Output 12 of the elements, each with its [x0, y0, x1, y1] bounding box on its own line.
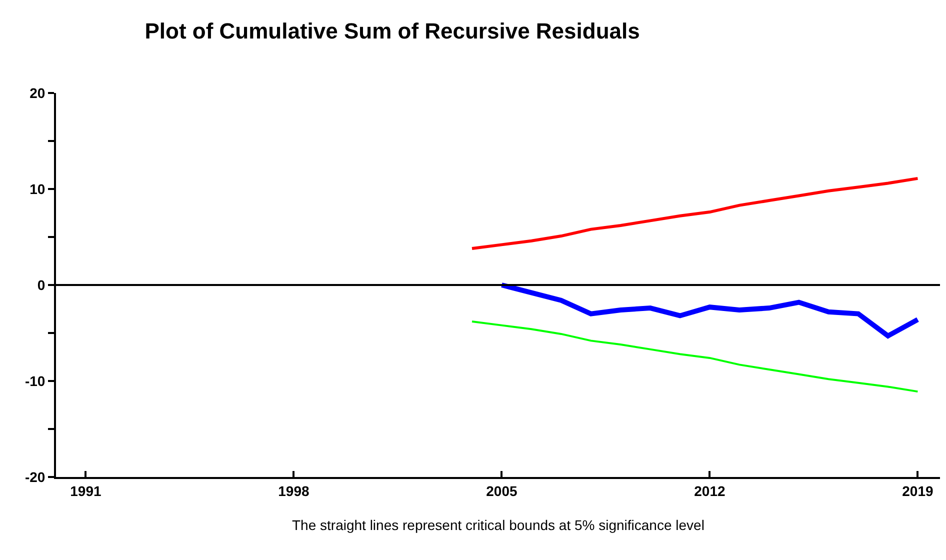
x-tick-label: 2019 [902, 482, 934, 499]
y-tick-label: -10 [24, 372, 46, 389]
text: The straight lines represent critical bounds at 5% significance level [292, 517, 704, 533]
y-tick-label: 10 [30, 180, 46, 197]
x-tick-label: 2005 [486, 482, 518, 499]
x-tick-label: 2012 [694, 482, 726, 499]
y-tick-label: 0 [37, 276, 46, 293]
y-tick-label: 20 [30, 84, 46, 101]
chart-title: Plot of Cumulative Sum of Recursive Residuals [144, 18, 640, 44]
x-tick-label: 1991 [70, 482, 102, 499]
x-tick-label: 1998 [278, 482, 310, 499]
y-tick-label: -20 [24, 468, 46, 485]
